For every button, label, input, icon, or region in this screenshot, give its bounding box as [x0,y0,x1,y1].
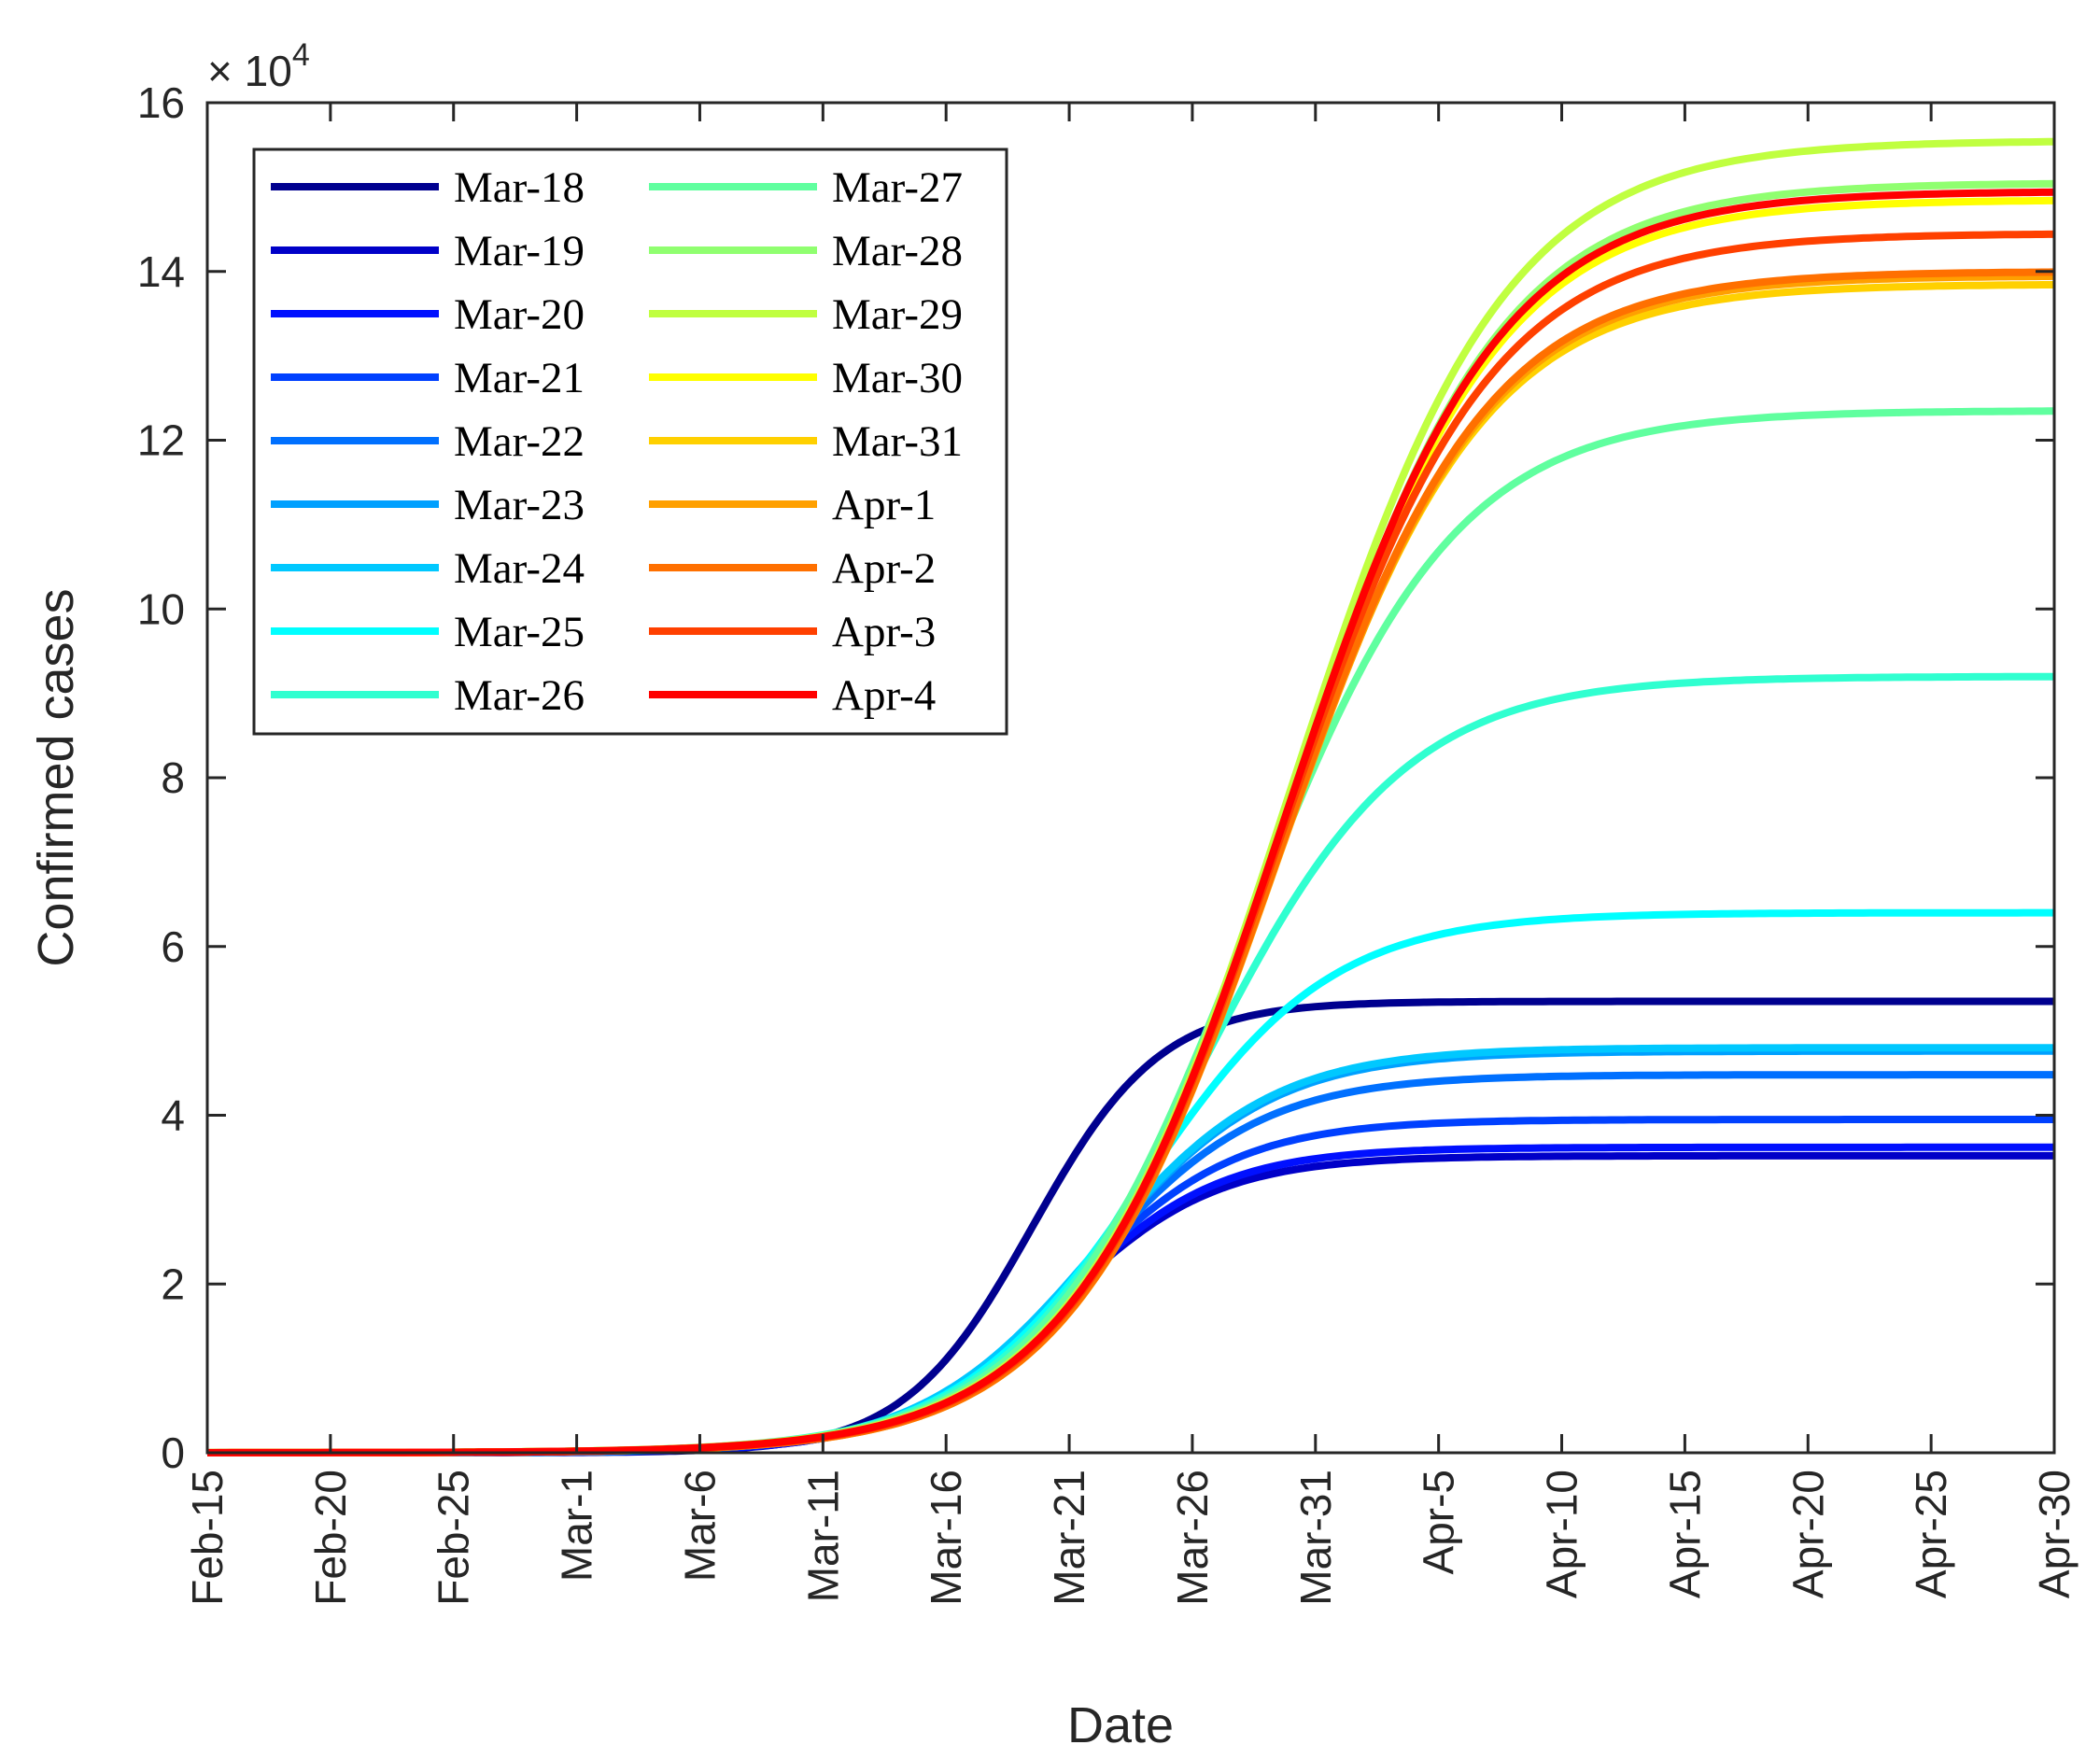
x-tick-label: Apr-5 [1415,1470,1463,1574]
x-tick-label: Feb-25 [430,1470,478,1606]
legend-label: Mar-28 [832,227,963,275]
legend-label: Mar-31 [832,417,963,466]
x-tick-label: Mar-21 [1045,1470,1093,1606]
legend-label: Mar-21 [454,354,585,402]
legend-label: Mar-25 [454,608,585,656]
x-tick-label: Apr-15 [1660,1470,1709,1598]
x-tick-label: Mar-11 [798,1470,847,1602]
x-tick-label: Mar-16 [922,1470,970,1606]
y-tick-label: 4 [161,1091,185,1140]
y-multiplier-base: × 10 [207,47,292,95]
y-tick-label: 14 [137,247,185,296]
x-axis-title: Date [1067,1697,1174,1753]
legend-label: Mar-24 [454,544,585,593]
legend-label: Mar-18 [454,163,585,212]
legend-label: Mar-22 [454,417,585,466]
y-multiplier-exp: 4 [292,37,310,73]
tick-layer: Feb-15 Feb-20 Feb-25 Mar-1 Mar-6 Mar-11 Mar-16… [137,78,2079,1606]
x-tick-label: Feb-20 [306,1470,355,1606]
y-tick-label: 10 [137,584,185,633]
legend-label: Mar-26 [454,671,585,720]
y-tick-label: 12 [137,416,185,465]
x-tick-label: Apr-25 [1907,1470,1955,1598]
legend-label: Mar-20 [454,290,585,339]
x-tick-label: Mar-26 [1168,1470,1217,1606]
x-tick-label: Apr-20 [1783,1470,1832,1598]
x-tick-label: Mar-6 [675,1470,724,1582]
y-tick-label: 2 [161,1259,185,1308]
y-tick-label: 8 [161,753,185,802]
legend-label: Mar-29 [832,290,963,339]
y-axis-title: Confirmed cases [28,588,84,966]
x-tick-label: Apr-30 [2030,1470,2079,1598]
legend-label: Apr-1 [832,481,936,529]
y-multiplier: × 104 [207,37,310,95]
legend-label: Mar-23 [454,481,585,529]
legend-label: Apr-2 [832,544,936,593]
y-tick-label: 0 [161,1428,185,1477]
legend-label: Apr-4 [832,671,936,720]
x-tick-label: Apr-10 [1538,1470,1586,1598]
x-tick-label: Mar-31 [1291,1470,1340,1606]
legend-label: Mar-19 [454,227,585,275]
x-tick-label: Mar-1 [553,1470,601,1582]
legend-label: Mar-30 [832,354,963,402]
y-tick-label: 6 [161,922,185,971]
y-tick-label: 16 [137,78,185,127]
legend: Mar-18 Mar-19 Mar-20 Mar-21 Mar-22 Mar-23 Mar-… [252,148,1008,736]
x-tick-label: Feb-15 [183,1470,232,1606]
legend-label: Apr-3 [832,608,936,656]
legend-label: Mar-27 [832,163,963,212]
